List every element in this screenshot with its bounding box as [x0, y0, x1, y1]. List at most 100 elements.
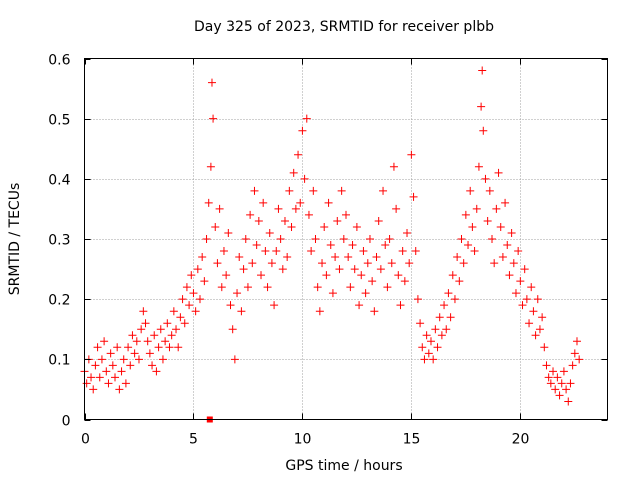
data-point: [437, 331, 446, 340]
data-point: [211, 222, 220, 231]
data-point: [254, 216, 263, 225]
data-point: [522, 295, 531, 304]
data-point: [219, 247, 228, 256]
data-point: [520, 265, 529, 274]
data-point: [352, 222, 361, 231]
data-point: [328, 289, 337, 298]
data-point: [95, 373, 104, 382]
data-point: [259, 198, 268, 207]
data-point: [478, 66, 487, 75]
data-point: [298, 126, 307, 135]
data-point: [261, 247, 270, 256]
data-point: [494, 168, 503, 177]
data-point: [572, 337, 581, 346]
data-point: [222, 271, 231, 280]
data-point: [333, 216, 342, 225]
data-point: [389, 162, 398, 171]
data-point: [117, 367, 126, 376]
data-point: [575, 355, 584, 364]
data-point: [217, 283, 226, 292]
data-point: [553, 373, 562, 382]
data-point: [318, 259, 327, 268]
data-point: [257, 271, 266, 280]
data-point: [418, 343, 427, 352]
data-point: [464, 241, 473, 250]
data-point: [180, 319, 189, 328]
data-point: [248, 259, 257, 268]
data-point: [564, 397, 573, 406]
data-point: [507, 228, 516, 237]
data-point: [429, 355, 438, 364]
data-point: [459, 259, 468, 268]
y-tick-label: 0.1: [48, 353, 70, 369]
data-point: [461, 210, 470, 219]
data-point: [82, 379, 91, 388]
data-point: [503, 241, 512, 250]
data-point: [169, 307, 178, 316]
chart-title: Day 325 of 2023, SRMTID for receiver plb…: [194, 19, 494, 35]
data-point: [165, 343, 174, 352]
y-tick-label: 0.6: [48, 53, 70, 69]
data-point: [161, 337, 170, 346]
data-point: [294, 150, 303, 159]
data-point: [413, 295, 422, 304]
data-point: [243, 283, 252, 292]
data-point: [324, 198, 333, 207]
data-point: [132, 337, 141, 346]
data-point: [337, 186, 346, 195]
data-point: [420, 355, 429, 364]
data-point: [278, 265, 287, 274]
data-point: [291, 204, 300, 213]
data-point: [566, 379, 575, 388]
data-point: [416, 319, 425, 328]
data-point: [239, 265, 248, 274]
data-point: [518, 301, 527, 310]
data-point: [89, 385, 98, 394]
data-point: [387, 259, 396, 268]
data-point: [176, 313, 185, 322]
data-point: [224, 228, 233, 237]
data-point: [501, 198, 510, 207]
data-point: [237, 307, 246, 316]
data-point: [137, 325, 146, 334]
data-point: [189, 289, 198, 298]
data-point: [403, 228, 412, 237]
data-point: [350, 265, 359, 274]
data-point: [263, 283, 272, 292]
data-point: [490, 259, 499, 268]
data-point: [355, 301, 364, 310]
data-point: [309, 186, 318, 195]
data-point: [187, 271, 196, 280]
data-point: [385, 235, 394, 243]
data-point: [145, 349, 154, 358]
data-point: [206, 162, 215, 171]
data-point: [481, 174, 490, 183]
data-point: [250, 186, 259, 195]
data-point: [365, 235, 374, 243]
data-point: [538, 313, 547, 322]
data-point: [163, 319, 172, 328]
data-point: [348, 241, 357, 250]
data-point: [549, 367, 558, 376]
data-point: [108, 361, 117, 370]
data-point: [182, 283, 191, 292]
data-point: [207, 78, 216, 87]
data-point: [379, 186, 388, 195]
data-point: [470, 247, 479, 256]
data-point: [514, 247, 523, 256]
data-point: [185, 301, 194, 310]
data-point: [509, 259, 518, 268]
data-point: [485, 186, 494, 195]
data-point: [551, 385, 560, 394]
data-point: [115, 385, 124, 394]
data-point: [300, 174, 309, 183]
data-point: [246, 210, 255, 219]
data-point: [230, 355, 239, 364]
x-tick-label: 15: [403, 432, 421, 448]
data-point: [272, 247, 281, 256]
data-point: [433, 343, 442, 352]
data-point: [209, 114, 218, 123]
data-point: [335, 265, 344, 274]
data-point: [130, 349, 139, 358]
